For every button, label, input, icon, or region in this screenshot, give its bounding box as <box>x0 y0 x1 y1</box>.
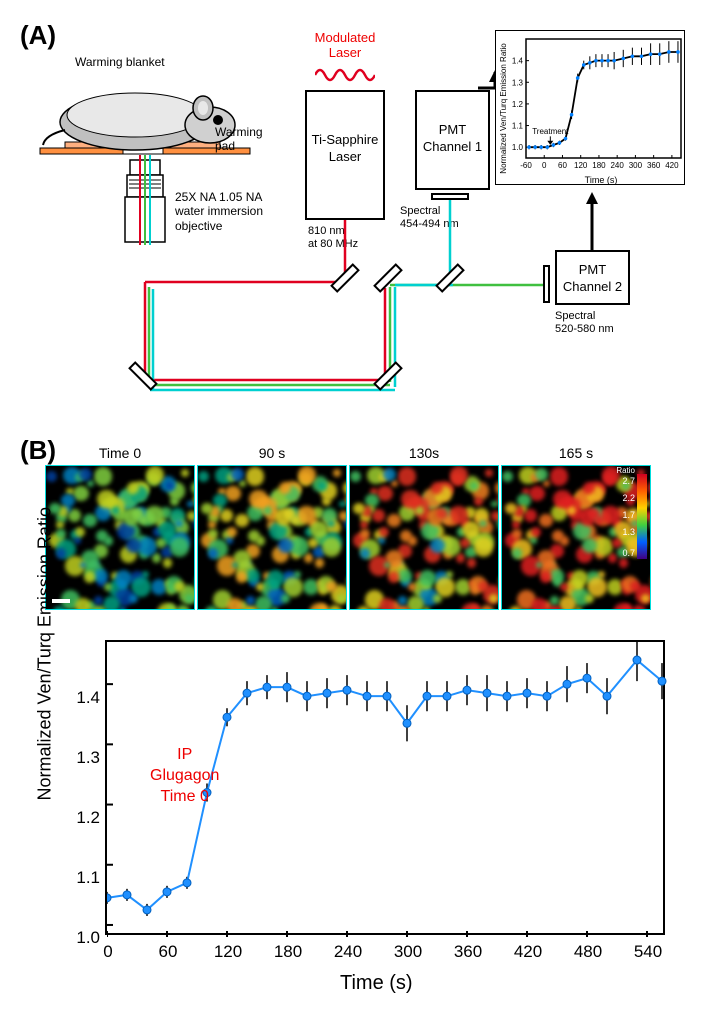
svg-text:Time (s): Time (s) <box>585 175 618 185</box>
ip-glucagon-label: IPGlugagonTime 0 <box>150 745 219 807</box>
cb-tick: 2.7 <box>622 476 635 486</box>
x-tick: 540 <box>628 942 668 962</box>
figure-container: (A) <box>0 0 705 1030</box>
svg-text:1.2: 1.2 <box>512 100 524 109</box>
pmt2-box: PMTChannel 2 <box>555 250 630 305</box>
heatmap-0 <box>45 465 195 610</box>
cb-tick: 1.7 <box>622 510 635 520</box>
svg-text:420: 420 <box>665 161 679 170</box>
time-label-1: 90 s <box>197 445 347 461</box>
modulated-laser-label: ModulatedLaser <box>305 30 385 60</box>
x-tick: 120 <box>208 942 248 962</box>
spectral2-label: Spectral520-580 nm <box>555 310 614 336</box>
y-tick: 1.1 <box>70 868 100 888</box>
x-tick: 360 <box>448 942 488 962</box>
x-tick: 420 <box>508 942 548 962</box>
time-label-2: 130s <box>349 445 499 461</box>
svg-text:360: 360 <box>647 161 661 170</box>
x-tick: 0 <box>88 942 128 962</box>
panel-a: (A) <box>15 20 690 440</box>
x-tick: 300 <box>388 942 428 962</box>
laser-box: Ti-SapphireLaser <box>305 90 385 220</box>
svg-text:1.4: 1.4 <box>512 57 524 66</box>
pmt1-box: PMTChannel 1 <box>415 90 490 190</box>
svg-text:60: 60 <box>558 161 567 170</box>
svg-text:180: 180 <box>592 161 606 170</box>
time-label-0: Time 0 <box>45 445 195 461</box>
main-chart: Normalized Ven/Turq Emission Ratio Time … <box>50 630 680 990</box>
cb-tick: 0.7 <box>622 548 635 558</box>
y-axis-label: Normalized Ven/Turq Emission Ratio <box>35 507 56 800</box>
time-label-3: 165 s <box>501 445 651 461</box>
colorbar <box>637 474 647 559</box>
cb-tick: 1.3 <box>622 527 635 537</box>
y-tick: 1.2 <box>70 808 100 828</box>
warming-pad-label: Warmingpad <box>215 125 263 154</box>
heatmap-3: Ratio 2.7 2.2 1.7 1.3 0.7 <box>501 465 651 610</box>
heatmap-2 <box>349 465 499 610</box>
svg-text:-60: -60 <box>520 161 532 170</box>
wavelength-label: 810 nmat 80 MHz <box>308 225 358 251</box>
svg-text:1.1: 1.1 <box>512 122 524 131</box>
x-tick: 180 <box>268 942 308 962</box>
svg-text:120: 120 <box>574 161 588 170</box>
time-labels-row: Time 0 90 s 130s 165 s <box>45 445 651 461</box>
svg-text:1.3: 1.3 <box>512 78 524 87</box>
inset-chart: -60 0 60 120 180 240 300 360 420 1.0 1.1 1.2 1.3 1.4 T… <box>495 30 685 185</box>
sine-wave-icon <box>315 65 375 85</box>
svg-text:300: 300 <box>629 161 643 170</box>
warming-blanket-label: Warming blanket <box>75 55 165 69</box>
cb-tick: 2.2 <box>622 493 635 503</box>
svg-text:Normalized Ven/Turq Emission R: Normalized Ven/Turq Emission Ratio <box>499 43 508 174</box>
heatmap-row: Ratio 2.7 2.2 1.7 1.3 0.7 <box>45 465 651 610</box>
panel-a-label: (A) <box>20 20 56 51</box>
y-tick: 1.4 <box>70 688 100 708</box>
heatmap-1 <box>197 465 347 610</box>
objective-label: 25X NA 1.05 NAwater immersionobjective <box>175 190 263 233</box>
panel-b: (B) Time 0 90 s 130s 165 s <box>15 440 690 1010</box>
y-tick: 1.3 <box>70 748 100 768</box>
x-tick: 240 <box>328 942 368 962</box>
x-tick: 60 <box>148 942 188 962</box>
svg-text:240: 240 <box>610 161 624 170</box>
spectral1-label: Spectral454-494 nm <box>400 205 459 231</box>
svg-text:1.0: 1.0 <box>512 143 524 152</box>
colorbar-title: Ratio <box>616 466 635 475</box>
x-tick: 480 <box>568 942 608 962</box>
x-axis-label: Time (s) <box>340 972 413 995</box>
svg-text:0: 0 <box>542 161 547 170</box>
svg-text:Treatment: Treatment <box>532 127 569 136</box>
